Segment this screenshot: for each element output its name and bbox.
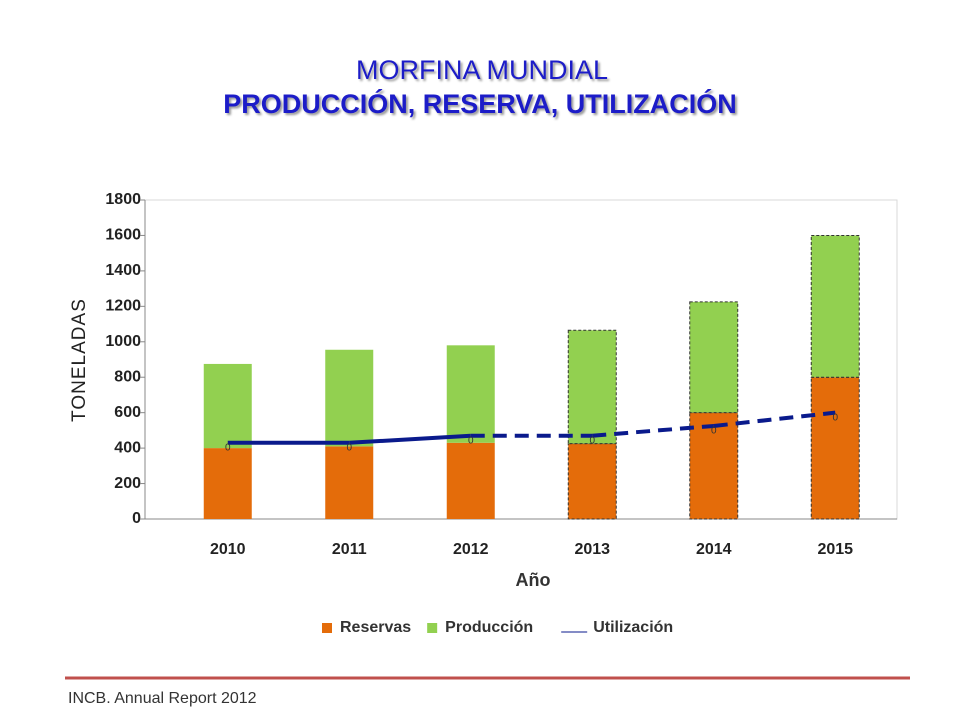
bar [810, 376, 860, 520]
y-tick-label: 600 [114, 404, 141, 421]
legend-label: Producción [445, 619, 533, 636]
legend-label: Reservas [340, 619, 411, 636]
title: MORFINA MUNDIAL [356, 55, 608, 85]
x-tick-label: 2011 [332, 541, 367, 558]
y-tick-label: 1200 [105, 298, 141, 315]
x-tick-label: 2015 [817, 541, 853, 558]
y-tick-label: 1000 [105, 333, 141, 350]
bar [446, 345, 495, 443]
x-tick-label: 2014 [696, 541, 732, 558]
y-tick-label: 0 [132, 510, 141, 527]
point-label: 0 [832, 412, 838, 423]
x-tick-label: 2013 [574, 541, 610, 558]
bar [810, 234, 860, 378]
bar [446, 442, 495, 519]
bar [689, 412, 739, 520]
legend-label: Utilización [593, 619, 673, 636]
point-label: 0 [225, 442, 231, 453]
bar [325, 446, 374, 519]
source: INCB. Annual Report 2012 [68, 690, 257, 707]
legend-swatch [322, 623, 332, 633]
bar [203, 363, 252, 449]
line-segment [592, 423, 714, 438]
bar [325, 349, 374, 447]
x-tick-label: 2012 [453, 541, 489, 558]
line-segment [713, 410, 836, 428]
x-axis-label: Año [516, 570, 551, 590]
subtitle: PRODUCCIÓN, RESERVA, UTILIZACIÓN [223, 88, 737, 119]
point-label: 0 [468, 435, 474, 446]
bar [567, 329, 617, 445]
plot-frame [144, 199, 898, 520]
bar [567, 443, 617, 520]
y-axis-label: TONELADAS [69, 298, 90, 422]
y-tick-label: 1600 [105, 227, 141, 244]
y-tick-label: 200 [114, 475, 141, 492]
y-tick-label: 1400 [105, 262, 141, 279]
point-label: 0 [711, 426, 717, 437]
bar [203, 448, 252, 519]
y-tick-label: 1800 [105, 191, 141, 208]
legend-swatch [427, 623, 438, 633]
y-tick-label: 800 [114, 368, 141, 385]
line-segment [349, 433, 471, 445]
point-label: 0 [589, 435, 595, 446]
point-label: 0 [346, 442, 352, 453]
y-tick-label: 400 [114, 439, 141, 456]
bar [689, 301, 739, 414]
x-tick-label: 2010 [210, 541, 246, 558]
